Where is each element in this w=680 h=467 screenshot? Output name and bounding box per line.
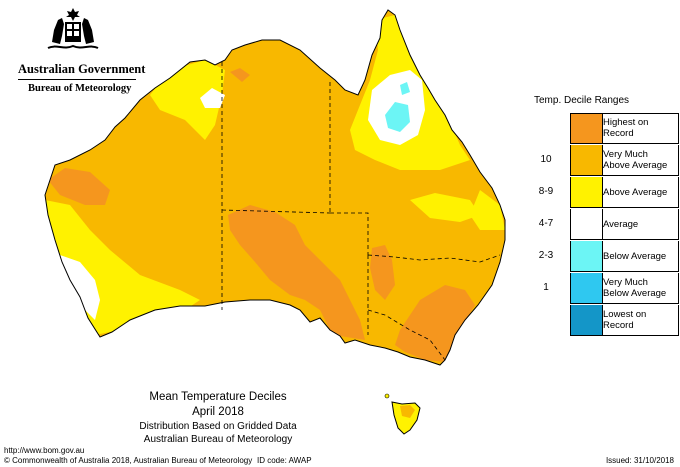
footer-url[interactable]: http://www.bom.gov.au (4, 446, 85, 455)
legend-item: Highest on Record (530, 113, 680, 145)
legend-label-line: Very Much (603, 149, 648, 160)
region-record-nt-top (230, 68, 250, 82)
legend-label-line: Above Average (603, 160, 668, 171)
legend-swatch (570, 305, 679, 336)
region-below-average-qld-small (400, 82, 410, 95)
legend-swatch (570, 241, 679, 272)
footer-id-code: ID code: AWAP (257, 456, 312, 465)
legend-decile-range: 2-3 (538, 250, 554, 261)
region-record-central (228, 205, 365, 340)
legend-swatch (570, 177, 679, 208)
legend-swatch (570, 145, 679, 176)
legend-label-line: Below Average (603, 288, 667, 299)
map-source: Australian Bureau of Meteorology (143, 434, 293, 445)
map-period: April 2018 (192, 406, 244, 418)
legend-decile-range: 4-7 (538, 218, 554, 229)
tasmania-record (400, 405, 415, 418)
legend-label-line: Highest on (603, 117, 649, 128)
legend-label-line: Record (603, 320, 634, 331)
region-below-average-qld (385, 102, 410, 132)
legend-decile-range: 1 (543, 282, 549, 293)
bass-strait-island (384, 393, 390, 399)
legend-label: Lowest on Record (603, 309, 679, 331)
state-borders (221, 62, 501, 361)
legend-decile-range: 8-9 (538, 186, 554, 197)
government-logo: Australian Government Bureau of Meteorol… (6, 4, 146, 94)
region-record-sa-east (370, 245, 395, 300)
legend-label-line: Very Much (603, 277, 648, 288)
legend-item: Lowest on Record (530, 305, 680, 337)
legend-color-chip (571, 177, 603, 207)
legend-item: 2-3 Below Average (530, 241, 680, 273)
legend-label: Very Much Below Average (603, 277, 679, 299)
region-above-average-se-qld (470, 190, 505, 230)
footer-copyright: © Commonwealth of Australia 2018, Austra… (4, 456, 253, 465)
legend-label: Below Average (603, 251, 679, 262)
legend-label: Average (603, 219, 679, 230)
legend-color-chip (571, 145, 603, 175)
government-title: Australian Government (18, 62, 146, 76)
legend-swatch (570, 273, 679, 304)
legend-swatch (570, 209, 679, 240)
legend-item: 1 Very Much Below Average (530, 273, 680, 305)
legend-label: Very Much Above Average (603, 149, 679, 171)
legend-color-chip (571, 209, 603, 239)
region-above-average-central-qld (410, 193, 480, 222)
region-above-average-kimberley (150, 60, 225, 140)
region-record-pilbara (48, 168, 110, 205)
legend-title: Temp. Decile Ranges (534, 95, 630, 106)
legend-label-line: Above Average (603, 187, 668, 198)
bureau-title: Bureau of Meteorology (28, 83, 132, 94)
region-average-sw-wa (60, 255, 100, 320)
legend-label: Above Average (603, 187, 679, 198)
region-average-nt-patch (200, 88, 225, 108)
legend-label-line: Average (603, 219, 639, 230)
legend-swatch (570, 113, 679, 144)
legend-label-line: Lowest on (603, 309, 647, 320)
legend-color-chip (571, 273, 603, 303)
legend-label-line: Below Average (603, 251, 667, 262)
legend-color-chip (571, 114, 603, 143)
coat-of-arms-icon (47, 8, 99, 49)
map-title: Mean Temperature Deciles (149, 391, 287, 403)
region-record-nsw-vic (395, 285, 475, 362)
legend-color-chip (571, 305, 603, 335)
legend-item: 8-9 Above Average (530, 177, 680, 209)
legend-label-line: Record (603, 128, 634, 139)
legend-item: 10 Very Much Above Average (530, 145, 680, 177)
legend-decile-range: 10 (540, 154, 552, 165)
legend-item: 4-7 Average (530, 209, 680, 241)
legend-label: Highest on Record (603, 117, 679, 139)
footer-issued: Issued: 31/10/2018 (605, 456, 674, 465)
map-method: Distribution Based on Gridded Data (139, 421, 297, 432)
legend-color-chip (571, 241, 603, 271)
header-divider (18, 79, 136, 80)
